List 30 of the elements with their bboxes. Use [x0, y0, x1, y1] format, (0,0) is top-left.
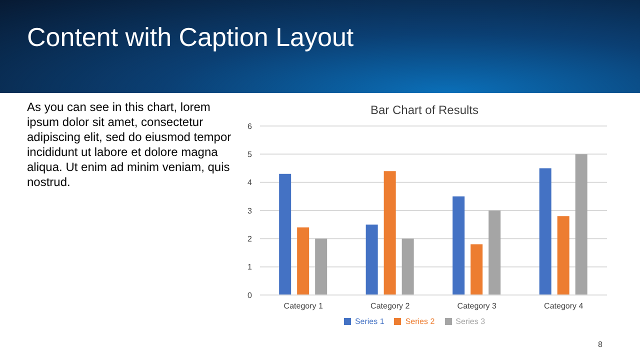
- legend-label: Series 3: [456, 317, 486, 326]
- bar: [402, 238, 414, 295]
- bar: [557, 216, 570, 295]
- bar: [315, 238, 328, 295]
- chart-title: Bar Chart of Results: [369, 103, 480, 117]
- y-tick-label: 0: [248, 290, 253, 300]
- bar: [297, 227, 310, 295]
- bar: [279, 174, 292, 295]
- y-tick-label: 2: [248, 234, 253, 244]
- y-tick-label: 6: [248, 122, 253, 131]
- bar: [452, 196, 465, 295]
- x-tick-label: Category 1: [284, 302, 324, 311]
- x-tick-label: Category 3: [457, 302, 497, 311]
- y-tick-label: 1: [248, 262, 253, 272]
- text: 8: [598, 340, 602, 349]
- bar: [366, 224, 378, 295]
- legend-label: Series 1: [354, 317, 384, 326]
- y-tick-label: 3: [248, 206, 253, 216]
- legend-label: Series 2: [405, 317, 435, 326]
- bar: [384, 171, 396, 295]
- y-tick-label: 4: [248, 178, 253, 188]
- bar: [575, 154, 588, 295]
- bar: [470, 244, 483, 295]
- x-tick-label: Category 2: [370, 302, 410, 311]
- bar: [539, 168, 552, 295]
- text: As you can see in this chart, lorem ipsum dolor sit amet, consectetur adipiscing elit, sed do eiusmod tempor incididunt ut labore et dolore magna aliqua. Ut enim ad minim veniam, quis nostrud.: [27, 100, 232, 190]
- bar: [488, 210, 501, 295]
- y-tick-label: 5: [248, 150, 253, 160]
- x-tick-label: Category 4: [544, 302, 584, 311]
- text: Content with Caption Layout: [27, 22, 354, 53]
